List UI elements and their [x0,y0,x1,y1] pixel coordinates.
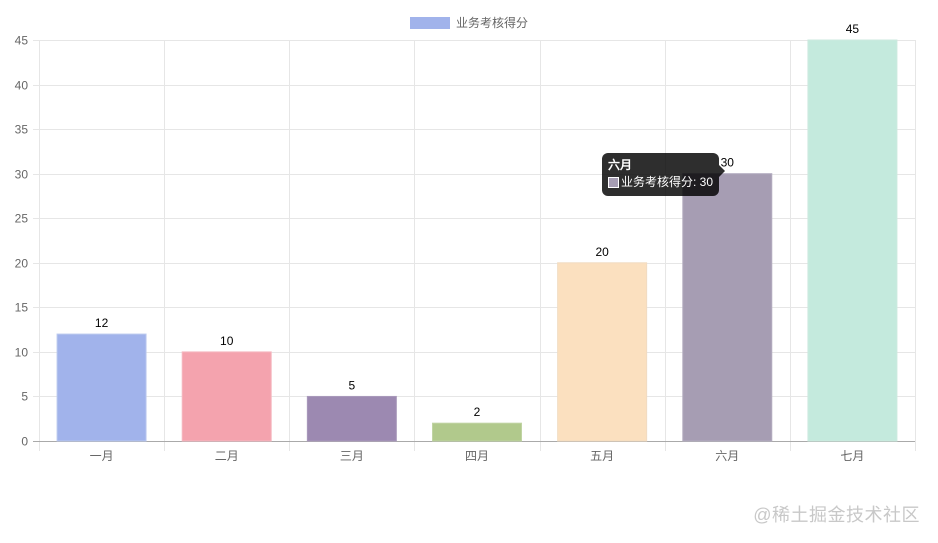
bar[interactable] [557,262,648,442]
bar-value-label: 5 [349,378,356,392]
tooltip: 六月 业务考核得分: 30 [602,153,726,196]
y-tick-label: 0 [21,435,28,449]
bar[interactable] [181,351,272,442]
x-tick-label: 六月 [715,449,739,463]
x-tick-label: 五月 [590,449,614,463]
bar[interactable] [807,39,898,442]
x-tick-label: 二月 [215,449,239,463]
tooltip-swatch [608,177,619,188]
x-tick-label: 四月 [465,449,489,463]
bar-value-label: 45 [846,22,860,36]
x-tick-label: 一月 [90,449,114,463]
legend-swatch [409,16,450,29]
tooltip-label: 业务考核得分: 30 [621,175,714,189]
x-tick-label: 七月 [840,449,864,463]
y-tick-label: 35 [15,123,29,137]
bar-value-label: 20 [595,245,609,259]
y-tick-label: 20 [15,257,29,271]
bars [56,39,898,442]
bar-value-label: 2 [474,405,481,419]
x-tick-label: 三月 [340,449,364,463]
bar[interactable] [306,395,397,442]
y-tick-label: 30 [15,168,29,182]
bar-value-label: 12 [95,316,109,330]
y-tick-label: 15 [15,301,29,315]
legend-label: 业务考核得分 [455,16,528,30]
tooltip-title: 六月 [608,158,633,172]
bar[interactable] [56,333,147,442]
bar-value-label: 10 [220,334,234,348]
watermark: @稀土掘金技术社区 [753,505,920,525]
y-tick-label: 10 [15,346,29,360]
bar[interactable] [682,173,773,442]
bar[interactable] [432,422,522,442]
legend[interactable]: 业务考核得分 [0,14,938,31]
y-tick-label: 40 [15,79,29,93]
y-tick-label: 45 [15,34,29,48]
y-tick-label: 25 [15,212,29,226]
grid-lines [33,40,916,451]
y-tick-label: 5 [21,390,28,404]
